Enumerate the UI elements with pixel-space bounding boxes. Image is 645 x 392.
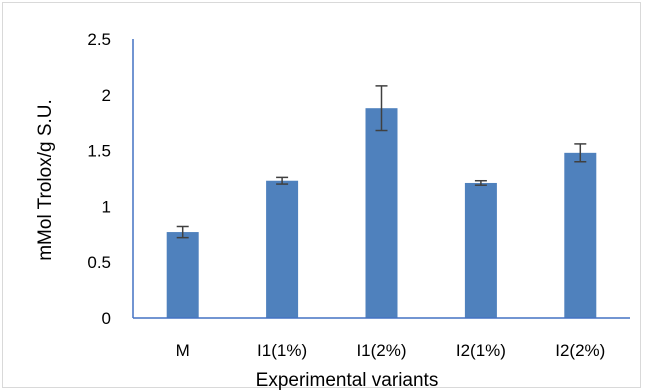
x-axis-ticks: M I1(1%) I1(2%) I2(1%) I2(2%) [176,341,606,360]
error-bar [474,179,487,186]
y-axis-title: mMol Trolox/g S.U. [35,99,56,261]
error-bars [176,85,587,239]
x-tick-label: I2(1%) [456,341,506,360]
error-bar [176,225,189,239]
chart-frame [2,2,641,388]
bars [166,108,597,318]
x-tick-label: I2(2%) [555,341,605,360]
y-tick-label: 2.5 [87,30,111,49]
error-bar [276,176,289,185]
x-tick-label: M [176,341,190,360]
bar [266,180,299,318]
x-tick-label: I1(2%) [356,341,406,360]
x-tick-label: I1(1%) [257,341,307,360]
bar [564,152,597,318]
y-tick-label: 0.5 [87,253,111,272]
error-bar [375,85,388,132]
axes [132,39,630,319]
y-tick-label: 1 [102,197,111,216]
y-tick-label: 0 [102,309,111,328]
bar [464,182,497,318]
bar [365,108,398,318]
y-tick-label: 2 [102,86,111,105]
y-axis-ticks: 0 0.5 1 1.5 2 2.5 [87,30,111,328]
y-tick-label: 1.5 [87,142,111,161]
error-bar [574,143,587,163]
x-axis-title: Experimental variants [256,370,439,391]
bar [166,232,199,318]
